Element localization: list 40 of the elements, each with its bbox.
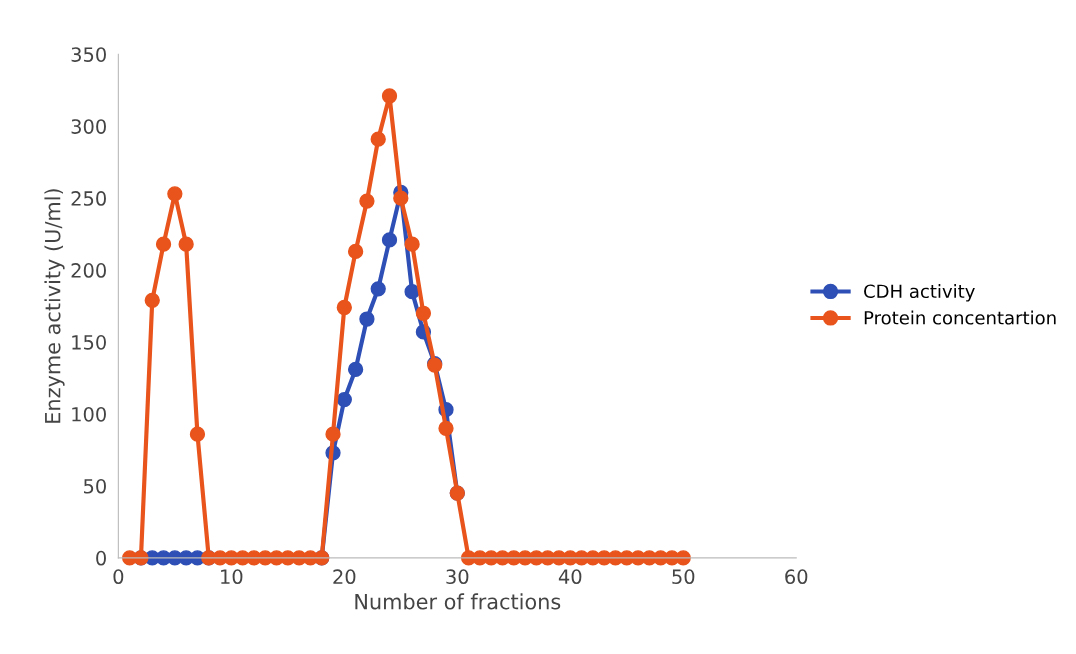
x-tick-label: 10 [221, 569, 243, 585]
point [189, 426, 206, 442]
y-tick-label: 0 [96, 550, 106, 566]
point [336, 299, 352, 316]
point [155, 236, 172, 252]
x-axis-title: Number of fractions [355, 593, 561, 610]
y-tick-label: 100 [72, 406, 106, 422]
point [404, 236, 420, 252]
point [393, 190, 409, 206]
point [359, 311, 375, 327]
y-tick-label: 300 [71, 119, 106, 134]
point [325, 426, 341, 442]
y-tick-label: 350 [71, 47, 106, 62]
x-tick-label: 20 [333, 569, 356, 585]
y-tick-label: 250 [71, 191, 106, 206]
point [359, 193, 375, 209]
x-tick-label: 30 [446, 569, 469, 585]
legend-label: CDH activity [864, 284, 975, 302]
point [381, 88, 398, 104]
y-tick-label: 50 [84, 478, 106, 494]
legend-label: Protein concentartion [864, 310, 1056, 325]
point [370, 131, 386, 147]
point [404, 284, 420, 300]
point [415, 305, 432, 321]
y-tick-label: 200 [71, 263, 106, 278]
y-axis-title: Enzyme activity (U/ml) [44, 189, 65, 423]
point [370, 281, 386, 297]
point [438, 420, 454, 437]
x-tick-label: 50 [672, 569, 695, 585]
x-tick-label: 0 [113, 569, 124, 585]
point [347, 361, 364, 378]
point [381, 232, 398, 248]
point [347, 243, 364, 260]
point [336, 391, 352, 408]
point [144, 292, 160, 308]
y-tick-label: 150 [72, 335, 106, 350]
x-tick-label: 60 [785, 569, 808, 585]
point [178, 236, 194, 252]
point [167, 186, 183, 202]
x-tick-label: 40 [558, 569, 582, 585]
